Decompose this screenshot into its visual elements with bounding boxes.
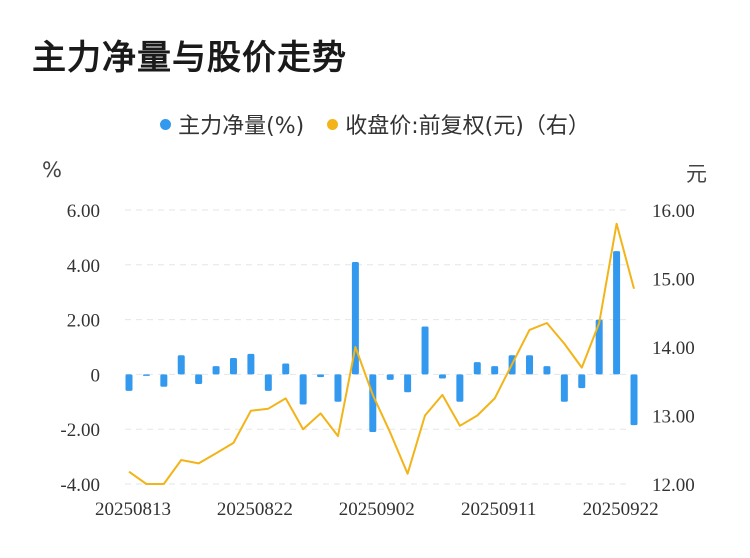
legend-dot-close-price (327, 118, 339, 130)
left-tick-label: -4.00 (60, 475, 100, 496)
right-tick-label: 14.00 (652, 338, 695, 359)
left-tick-label: -2.00 (60, 420, 100, 441)
legend-label-net-flow: 主力净量(%) (178, 114, 305, 139)
bar (247, 353, 255, 375)
bar (160, 374, 168, 387)
right-tick-label: 13.00 (652, 407, 695, 428)
bar (421, 326, 429, 375)
bar (473, 362, 481, 375)
legend-dot-net-flow (160, 118, 172, 130)
legend: 主力净量(%) 收盘价:前复权(元)（右） (0, 108, 750, 140)
left-tick-label: 4.00 (67, 256, 100, 277)
bar (229, 357, 237, 375)
right-tick-label: 16.00 (652, 201, 695, 222)
bar (526, 355, 534, 375)
x-tick-label: 20250911 (461, 499, 536, 520)
bar (613, 251, 621, 375)
bar (125, 374, 133, 391)
x-tick-label: 20250922 (583, 499, 659, 520)
left-tick-label: 6.00 (67, 201, 100, 222)
bar (578, 374, 586, 389)
bar (299, 374, 307, 405)
bar (543, 366, 551, 375)
bar (456, 374, 464, 402)
bar (386, 374, 394, 380)
x-tick-label: 20250822 (217, 499, 293, 520)
bar (630, 374, 638, 426)
legend-label-close-price: 收盘价:前复权(元)（右） (345, 114, 590, 139)
bar (264, 374, 272, 391)
left-tick-label: 2.00 (67, 311, 100, 332)
bar (195, 374, 203, 384)
bar (177, 355, 185, 375)
x-tick-label: 20250813 (95, 499, 171, 520)
bar (560, 374, 568, 402)
bar (491, 366, 499, 375)
bar (317, 374, 325, 378)
bar (595, 319, 603, 375)
legend-item-close-price[interactable]: 收盘价:前复权(元)（右） (327, 108, 590, 140)
bar (282, 363, 290, 375)
bar (404, 374, 412, 393)
bar (351, 262, 359, 375)
bar (369, 374, 377, 432)
price-line (128, 222, 635, 485)
bar (142, 374, 150, 376)
bar (212, 366, 220, 375)
x-tick-label: 20250902 (339, 499, 415, 520)
right-tick-label: 15.00 (652, 270, 695, 291)
chart-title: 主力净量与股价走势 (32, 38, 347, 78)
legend-item-net-flow[interactable]: 主力净量(%) (160, 108, 304, 140)
right-axis-unit: 元 (686, 162, 707, 186)
left-tick-label: 0 (91, 365, 101, 386)
right-tick-label: 12.00 (652, 475, 695, 496)
bar (438, 374, 446, 379)
left-axis-unit: % (42, 158, 62, 182)
bar (334, 374, 342, 402)
